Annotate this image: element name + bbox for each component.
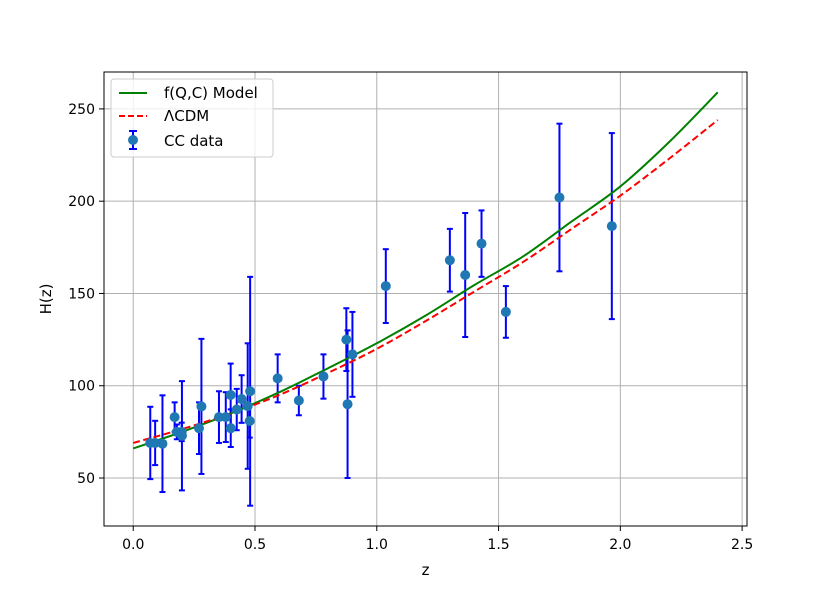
x-tick-label: 0.0 [122, 537, 144, 553]
x-tick-label: 1.0 [366, 537, 388, 553]
axis-ticks: 0.0 0.5 1.0 1.5 2.0 2.5 50 100 150 200 250 [68, 102, 753, 553]
legend-label-lcdm: ΛCDM [164, 107, 209, 125]
cc-data-point [293, 395, 304, 406]
x-axis-label: z [422, 561, 430, 579]
cc-data-point [242, 401, 253, 412]
y-tick-label: 150 [68, 286, 95, 302]
cc-data-point [606, 221, 617, 232]
cc-data-point [225, 423, 236, 434]
cc-data-point [193, 423, 204, 434]
cc-data-point [476, 238, 487, 249]
cc-data-point [176, 430, 187, 441]
model-lines [132, 91, 719, 450]
x-tick-label: 0.5 [244, 537, 266, 553]
cc-data-markers [145, 192, 617, 449]
cc-data-point [150, 437, 161, 448]
legend: f(Q,C) Model ΛCDM CC data [110, 78, 274, 158]
x-tick-label: 2.0 [609, 537, 631, 553]
cc-data-point [318, 371, 329, 382]
x-tick-label: 2.5 [731, 537, 753, 553]
cc-data-point [231, 404, 242, 415]
fqc-model-curve [132, 91, 719, 450]
legend-label-cc-data: CC data [164, 132, 224, 150]
cc-data-point [157, 438, 168, 449]
cc-data-point [554, 192, 565, 203]
cc-data-point [225, 389, 236, 400]
y-tick-label: 250 [68, 102, 95, 118]
legend-label-fqc-model: f(Q,C) Model [164, 84, 258, 102]
cc-data-point [196, 401, 207, 412]
cc-data-point [380, 281, 391, 292]
cc-data-point [272, 373, 283, 384]
y-tick-label: 100 [68, 379, 95, 395]
y-axis-label: H(z) [37, 284, 55, 315]
y-tick-label: 200 [68, 194, 95, 210]
cc-data-point [236, 394, 247, 405]
cc-data-point [460, 270, 471, 281]
cc-data-point [245, 386, 256, 397]
cc-data-point [341, 334, 352, 345]
legend-box [110, 78, 274, 158]
cc-data-point [220, 412, 231, 423]
cc-data-point [347, 349, 358, 360]
cc-data-point [500, 306, 511, 317]
lcdm-curve [132, 119, 719, 444]
cc-data-point [169, 412, 180, 423]
x-tick-label: 1.5 [487, 537, 509, 553]
legend-swatch-cc-data-marker [128, 135, 138, 145]
cc-data-point [342, 399, 353, 410]
cc-data-point [244, 415, 255, 426]
cc-data-point [444, 255, 455, 266]
y-tick-label: 50 [77, 471, 95, 487]
plot-frame [103, 71, 748, 527]
grid [104, 72, 747, 526]
